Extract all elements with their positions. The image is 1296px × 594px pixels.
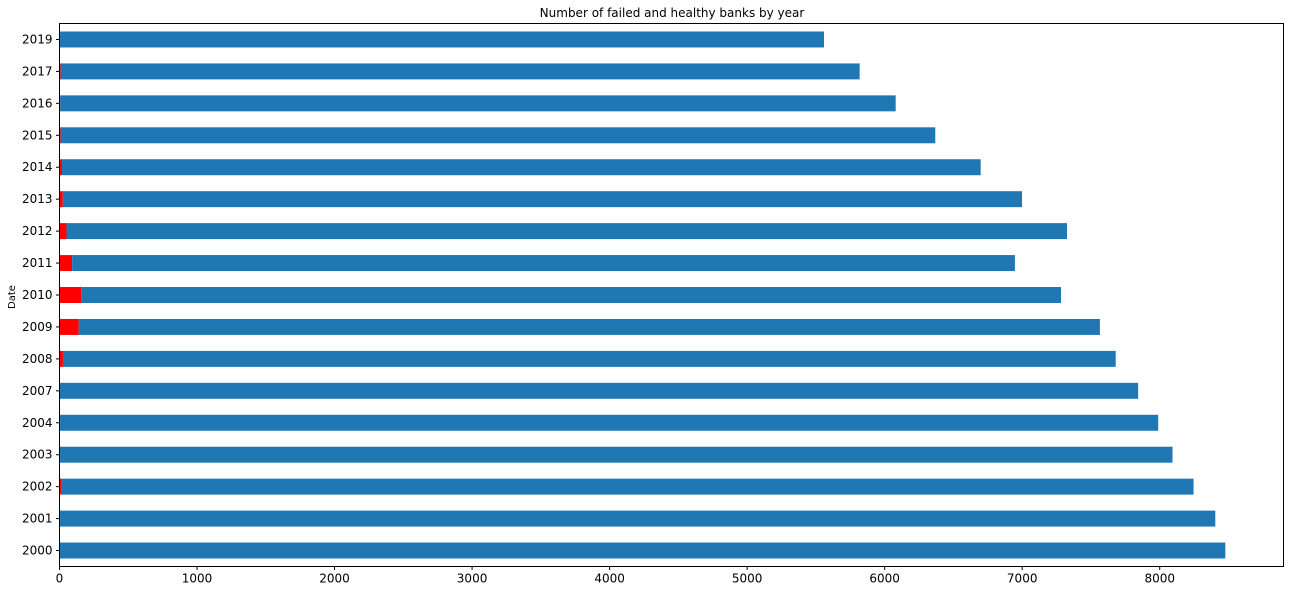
y-tick-label: 2013 (22, 192, 53, 206)
bar-healthy-2017 (60, 63, 860, 80)
bar-healthy-2004 (60, 414, 1159, 431)
bar-failed-2008 (59, 350, 63, 367)
bar-failed-2014 (59, 159, 62, 176)
y-tick-label: 2001 (22, 512, 53, 526)
x-tick-label: 4000 (594, 572, 625, 586)
y-tick-label: 2003 (22, 448, 53, 462)
bar-healthy-2014 (61, 159, 981, 176)
bar-healthy-2011 (72, 255, 1015, 272)
bar-healthy-2015 (60, 127, 936, 144)
y-tick-label: 2011 (22, 256, 53, 270)
bars-group (59, 31, 1226, 559)
bar-healthy-2013 (62, 191, 1023, 208)
bar-failed-2009 (59, 318, 79, 335)
bar-healthy-2010 (81, 287, 1061, 303)
x-tick-label: 8000 (1144, 572, 1175, 586)
y-tick-label: 2015 (22, 128, 53, 142)
y-tick-label: 2012 (22, 224, 53, 238)
bar-failed-2010 (59, 287, 82, 303)
chart-title: Number of failed and healthy banks by ye… (540, 6, 805, 20)
bar-failed-2017 (59, 63, 61, 80)
bar-failed-2012 (59, 223, 67, 240)
y-tick-label: 2009 (22, 320, 53, 334)
y-tick-label: 2007 (22, 384, 53, 398)
y-tick-label: 2004 (22, 416, 53, 430)
y-axis-label: Date (7, 285, 18, 309)
bar-healthy-2000 (59, 542, 1226, 559)
x-tick-label: 0 (56, 572, 64, 586)
bar-healthy-2007 (59, 382, 1139, 399)
bar-healthy-2002 (61, 478, 1194, 495)
y-tick-label: 2002 (22, 480, 53, 494)
plot-frame (59, 23, 1284, 567)
y-tick-label: 2017 (22, 64, 53, 78)
bar-failed-2002 (59, 478, 62, 495)
y-tick-label: 2000 (22, 544, 53, 558)
bar-healthy-2012 (66, 223, 1068, 240)
bar-healthy-2019 (60, 31, 825, 48)
x-tick-label: 7000 (1007, 572, 1038, 586)
x-tick-label: 3000 (457, 572, 488, 586)
x-tick-label: 6000 (869, 572, 900, 586)
y-tick-label: 2014 (22, 160, 53, 174)
bar-failed-2011 (59, 255, 73, 272)
y-tick-label: 2010 (22, 288, 53, 302)
y-axis: 2000 2001 2002 2003 2004 2007 2008 2009 2010 2011… (22, 32, 60, 558)
x-tick-label: 1000 (182, 572, 213, 586)
x-axis: 0 1000 2000 3000 4000 5000 6000 7000 8000 (56, 566, 1175, 586)
y-tick-label: 2008 (22, 352, 53, 366)
bar-healthy-2016 (60, 95, 896, 112)
y-tick-label: 2016 (22, 96, 53, 110)
bar-failed-2015 (59, 127, 61, 144)
y-tick-label: 2019 (22, 32, 53, 46)
bar-healthy-2008 (62, 350, 1116, 367)
x-tick-label: 2000 (319, 572, 350, 586)
x-tick-label: 5000 (732, 572, 763, 586)
bar-failed-2013 (59, 191, 63, 208)
bar-healthy-2009 (78, 318, 1100, 335)
bar-healthy-2001 (60, 510, 1216, 527)
bar-healthy-2003 (59, 446, 1173, 463)
